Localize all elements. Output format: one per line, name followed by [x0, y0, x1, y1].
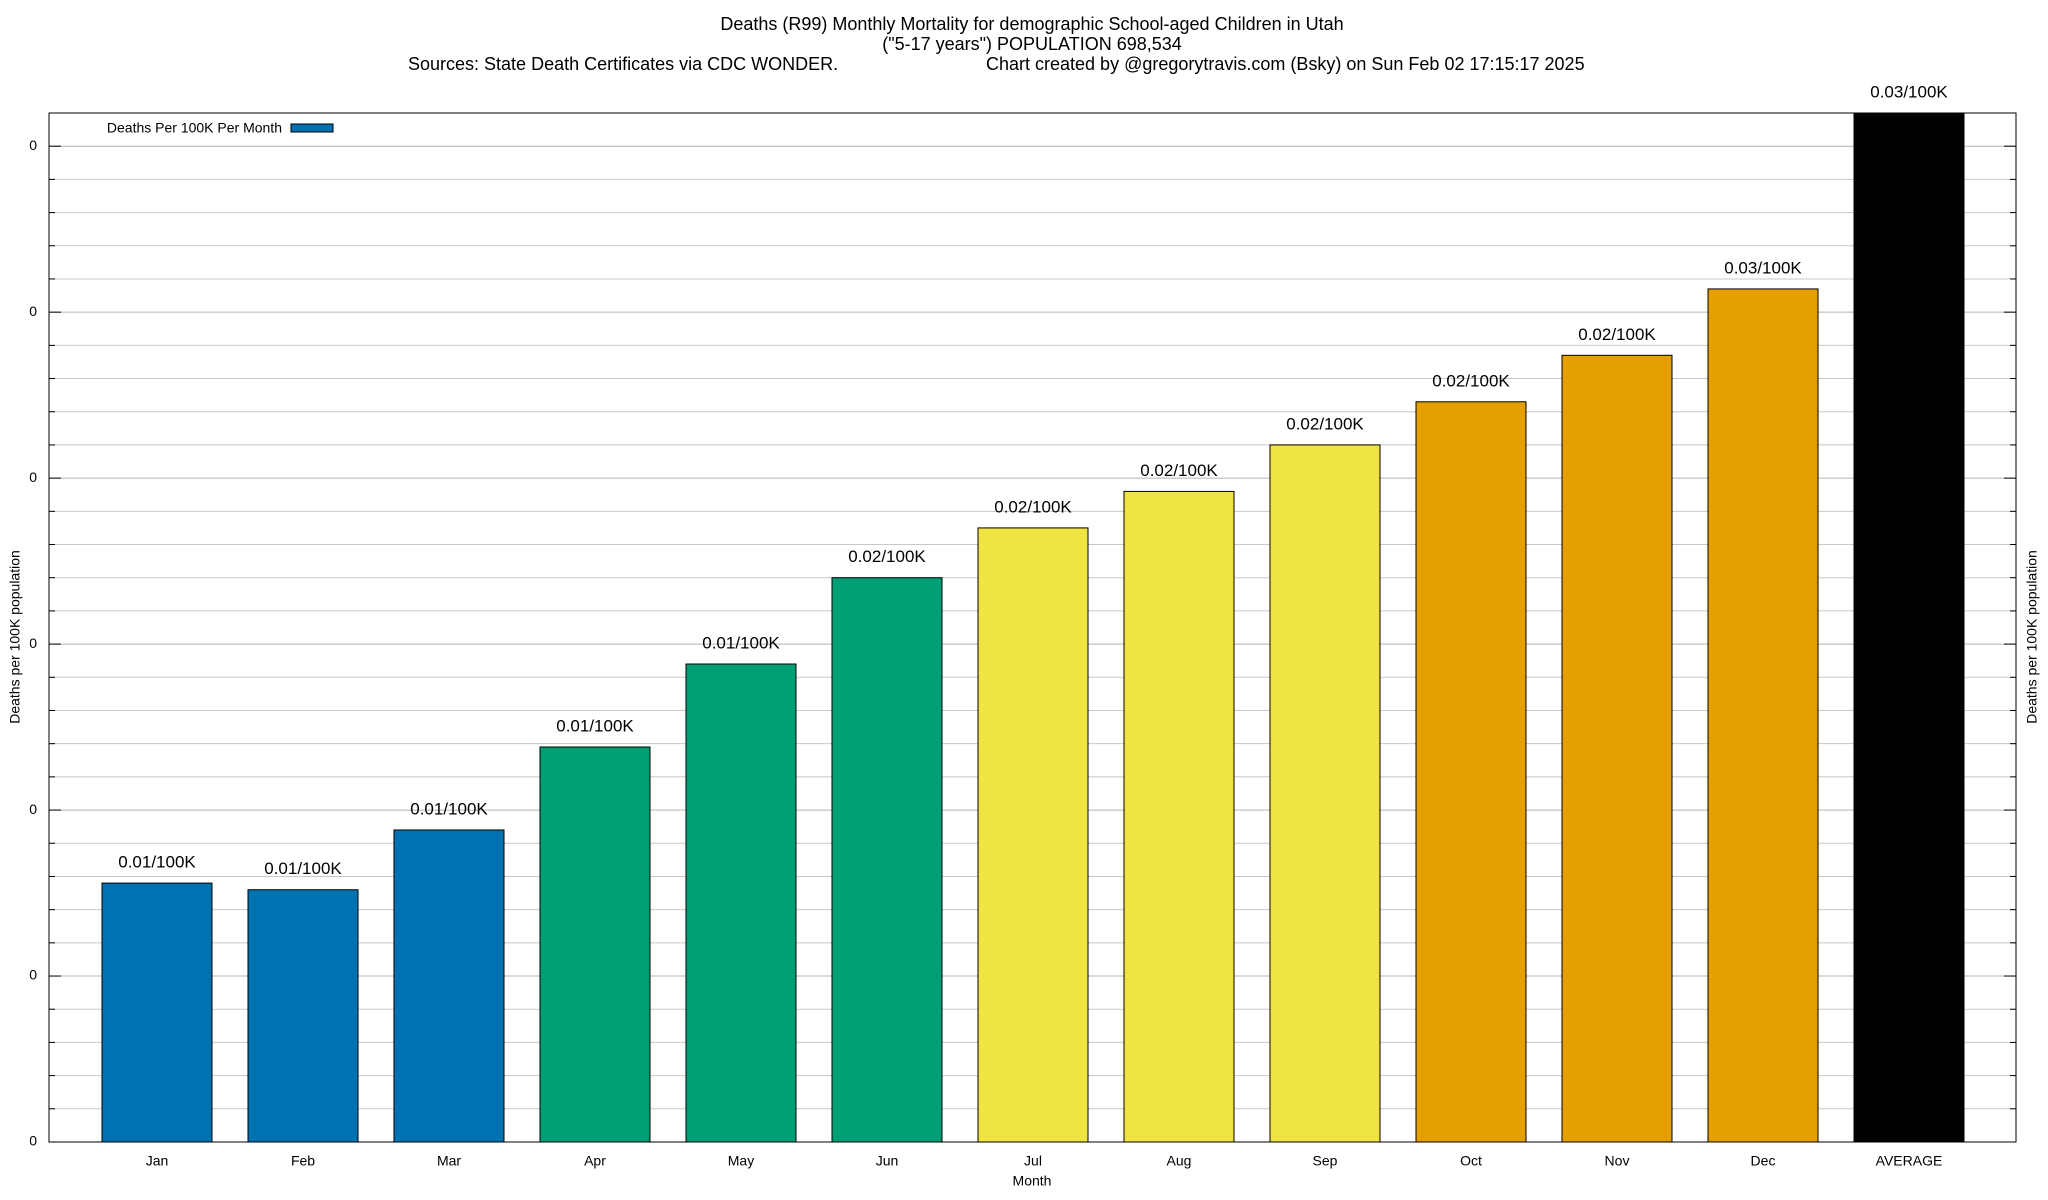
value-label: 0.01/100K [118, 853, 196, 872]
bar [1707, 288, 1819, 1143]
y-tick-label: 0 [29, 635, 37, 651]
value-label: 0.02/100K [848, 547, 926, 566]
x-tick-label: Nov [1605, 1153, 1630, 1169]
bar [247, 889, 359, 1143]
x-tick-label: May [728, 1153, 754, 1169]
plot-frame [48, 112, 2017, 1143]
legend-label: Deaths Per 100K Per Month [107, 120, 282, 136]
bar [831, 577, 943, 1143]
value-label: 0.02/100K [1432, 371, 1510, 390]
x-tick-label: Feb [291, 1153, 315, 1169]
legend-swatch [290, 123, 334, 133]
bar [685, 663, 797, 1143]
x-axis-label: Month [1013, 1173, 1052, 1189]
bar [977, 527, 1089, 1143]
y-tick-label: 0 [29, 967, 37, 983]
value-label: 0.01/100K [264, 859, 342, 878]
chart-subtitle: ("5-17 years") POPULATION 698,534 [882, 34, 1182, 54]
x-tick-label: Oct [1460, 1153, 1482, 1169]
y-tick-label: 0 [29, 137, 37, 153]
credit: Chart created by @gregorytravis.com (Bsk… [986, 54, 1585, 74]
bar [393, 829, 505, 1143]
value-label: 0.02/100K [1140, 461, 1218, 480]
bar [1415, 401, 1527, 1143]
x-tick-label: AVERAGE [1876, 1153, 1943, 1169]
bar [539, 746, 651, 1143]
y-tick-label: 0 [29, 1133, 37, 1149]
y-tick-label: 0 [29, 303, 37, 319]
bar [101, 882, 213, 1143]
y-axis-label: Deaths per 100K population [7, 550, 23, 724]
value-label: 0.01/100K [556, 716, 634, 735]
value-label: 0.02/100K [1578, 325, 1656, 344]
x-tick-label: Jun [876, 1153, 899, 1169]
x-tick-label: Sep [1313, 1153, 1338, 1169]
x-tick-label: Apr [584, 1153, 606, 1169]
sources: Sources: State Death Certificates via CD… [408, 54, 838, 74]
bar [1123, 490, 1235, 1143]
value-label: 0.03/100K [1870, 82, 1948, 101]
value-label: 0.03/100K [1724, 258, 1802, 277]
y-tick-label: 0 [29, 469, 37, 485]
value-label: 0.01/100K [410, 799, 488, 818]
value-label: 0.01/100K [702, 633, 780, 652]
x-tick-label: Mar [437, 1153, 461, 1169]
value-label: 0.02/100K [1286, 414, 1364, 433]
value-label: 0.02/100K [994, 497, 1072, 516]
chart-title: Deaths (R99) Monthly Mortality for demog… [720, 14, 1343, 34]
bar [1561, 354, 1673, 1143]
y2-axis-label: Deaths per 100K population [2024, 550, 2040, 724]
x-tick-label: Jul [1024, 1153, 1042, 1169]
bar [1269, 444, 1381, 1143]
x-tick-label: Jan [146, 1153, 169, 1169]
y-tick-label: 0 [29, 801, 37, 817]
bar [1853, 112, 1965, 1143]
x-tick-label: Dec [1751, 1153, 1776, 1169]
x-tick-label: Aug [1167, 1153, 1192, 1169]
